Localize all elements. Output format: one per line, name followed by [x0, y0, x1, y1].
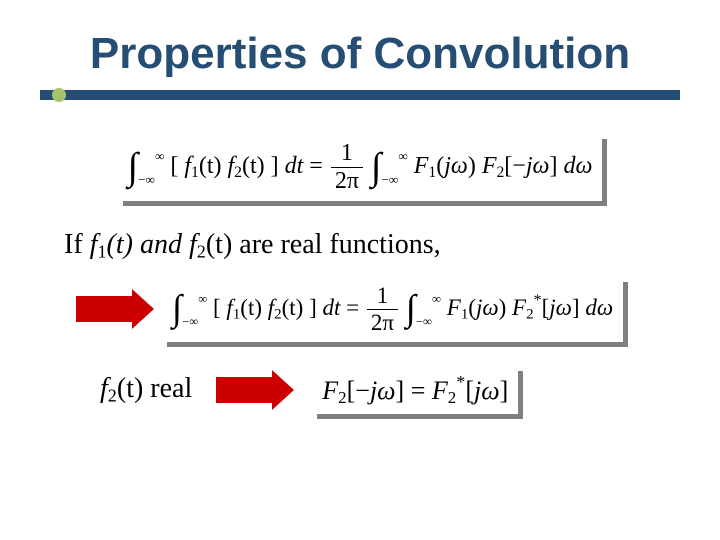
equation-2-box: ∫−∞∞ [ f1(t) f2(t) ] dt = 12π ∫−∞∞ F1(jω…	[162, 277, 623, 342]
equation-2: ∫−∞∞ [ f1(t) f2(t) ] dt = 12π ∫−∞∞ F1(jω…	[162, 277, 623, 342]
equation-1-box: ∫−∞∞ [ f1(t) f2(t) ] dt = 12π ∫−∞∞ F1(jω…	[118, 134, 603, 201]
equation-1: ∫−∞∞ [ f1(t) f2(t) ] dt = 12π ∫−∞∞ F1(jω…	[118, 134, 603, 201]
slide-title: Properties of Convolution	[40, 30, 680, 78]
body-text: If f1(t) and f2(t) are real functions,	[64, 229, 680, 263]
arrow-icon	[216, 370, 294, 410]
arrow-icon	[76, 289, 154, 329]
row-3: ∫−∞∞ [ f1(t) f2(t) ] dt = 12π ∫−∞∞ F1(jω…	[40, 277, 680, 342]
underline-bar	[40, 90, 680, 100]
equation-1-row: ∫−∞∞ [ f1(t) f2(t) ] dt = 12π ∫−∞∞ F1(jω…	[40, 134, 680, 201]
row-4: f2(t) real F2[−jω] = F2*[jω]	[40, 366, 680, 414]
equation-3-box: F2[−jω] = F2*[jω]	[312, 366, 518, 414]
title-underline	[40, 86, 680, 104]
f2-real-text: f2(t) real	[100, 373, 192, 407]
slide: Properties of Convolution ∫−∞∞ [ f1(t) f…	[0, 0, 720, 540]
equation-3: F2[−jω] = F2*[jω]	[312, 366, 518, 414]
